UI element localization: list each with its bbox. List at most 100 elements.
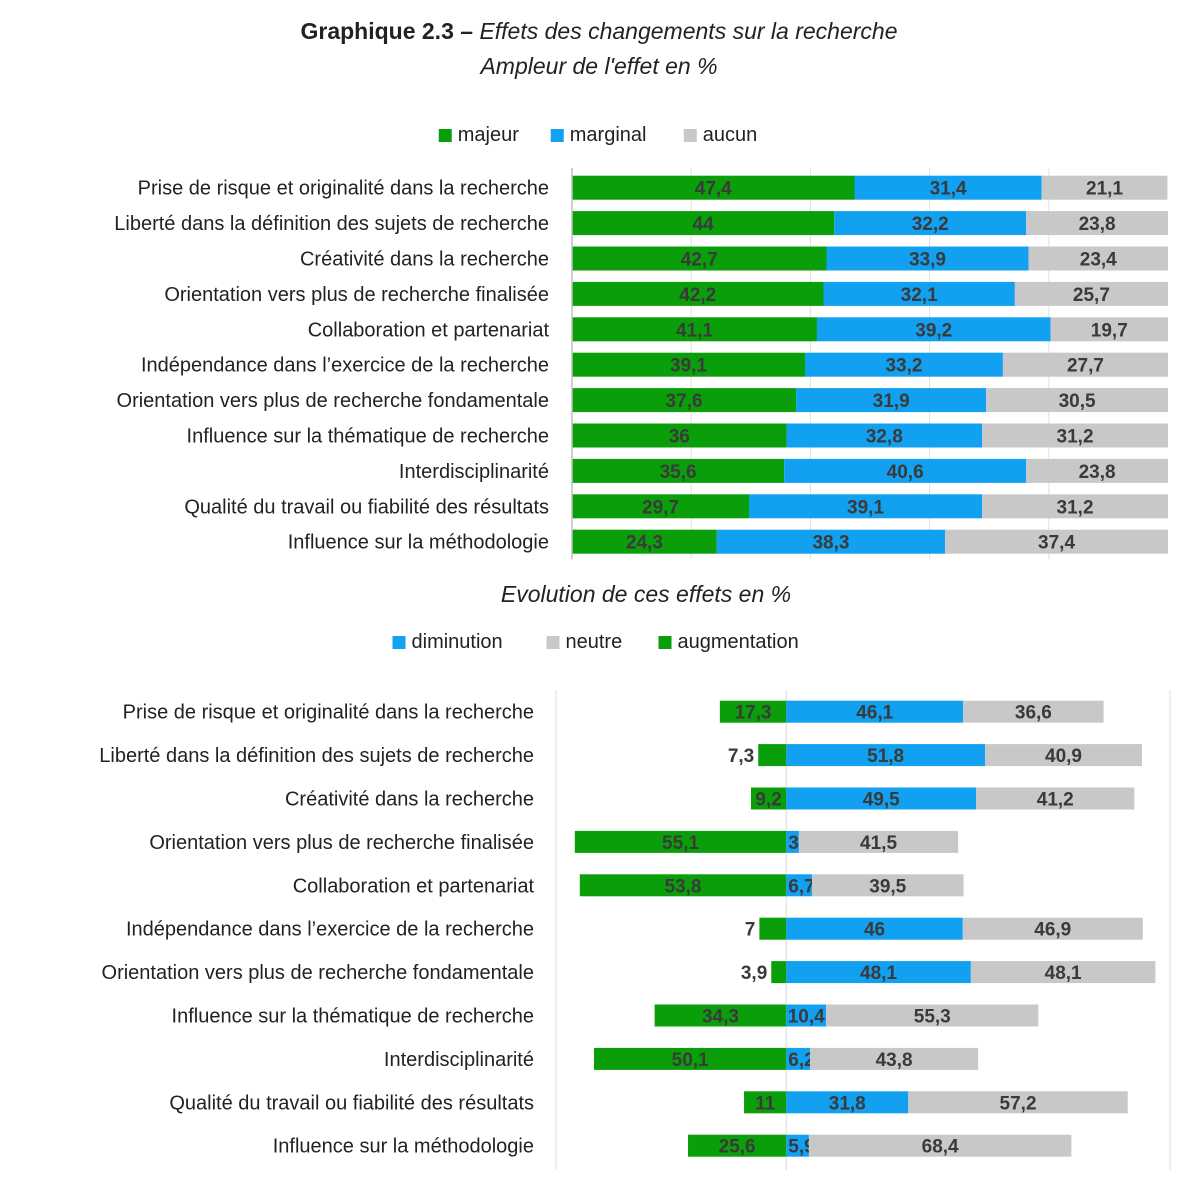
data-label-marginal: 38,3 — [812, 533, 849, 554]
bar-augmentation — [786, 1091, 909, 1114]
data-label-majeur: 44 — [693, 214, 715, 235]
data-label-neutre: 43,8 — [876, 1050, 913, 1071]
data-label-neutre: 41,2 — [1037, 790, 1074, 811]
data-label-augmentation: 6,7 — [788, 876, 814, 897]
bar-marginal — [796, 388, 987, 413]
bar-majeur — [572, 494, 750, 519]
data-label-aucun: 23,8 — [1079, 214, 1116, 235]
bar-aucun — [1026, 458, 1168, 483]
category-label: Créativité dans la recherche — [300, 249, 549, 271]
legend-label-diminution: diminution — [412, 631, 503, 653]
category-label: Influence sur la méthodologie — [288, 532, 549, 554]
bar-aucun — [982, 423, 1168, 448]
bar-augmentation — [786, 1047, 811, 1070]
data-label-marginal: 32,1 — [901, 285, 938, 306]
data-label-diminution: 11 — [755, 1093, 776, 1114]
bar-diminution — [654, 1004, 787, 1027]
data-label-aucun: 23,4 — [1080, 250, 1117, 271]
bar-neutre — [985, 744, 1142, 767]
data-label-augmentation: 5,9 — [788, 1137, 814, 1158]
bar-neutre — [811, 874, 964, 897]
bar-augmentation — [786, 917, 963, 940]
category-label: Créativité dans la recherche — [285, 789, 534, 811]
bar-majeur — [572, 529, 717, 554]
data-label-augmentation: 10,4 — [788, 1007, 825, 1028]
bar-majeur — [572, 423, 787, 448]
data-label-marginal: 31,4 — [930, 179, 967, 200]
data-label-marginal: 33,2 — [885, 356, 922, 377]
category-label: Qualité du travail ou fiabilité des résu… — [169, 1092, 534, 1114]
data-label-diminution: 55,1 — [662, 833, 699, 854]
bar-aucun — [982, 494, 1168, 519]
legend-label-aucun: aucun — [703, 124, 758, 146]
data-label-majeur: 37,6 — [666, 391, 703, 412]
bar-diminution — [759, 917, 787, 940]
category-label: Qualité du travail ou fiabilité des résu… — [184, 496, 549, 518]
category-label: Liberté dans la définition des sujets de… — [114, 213, 549, 235]
chart-title-italic: Effets des changements sur la recherche — [479, 18, 898, 44]
data-label-majeur: 42,2 — [679, 285, 716, 306]
chart-title-dash: – — [453, 18, 480, 44]
bar-neutre — [826, 1004, 1039, 1027]
bar-diminution — [574, 830, 787, 853]
bar-diminution — [579, 874, 787, 897]
legend-label-neutre: neutre — [566, 631, 623, 653]
data-label-augmentation: 46,1 — [856, 703, 893, 724]
category-label: Orientation vers plus de recherche final… — [149, 832, 534, 854]
data-label-neutre: 55,3 — [914, 1007, 951, 1028]
bar-augmentation — [786, 961, 971, 984]
bar-diminution — [758, 744, 787, 767]
bar-augmentation — [786, 1004, 827, 1027]
bar-neutre — [908, 1091, 1128, 1114]
data-label-diminution: 25,6 — [719, 1137, 756, 1158]
category-label: Prise de risque et originalité dans la r… — [123, 702, 534, 724]
bar-marginal — [854, 175, 1042, 200]
data-label-aucun: 21,1 — [1086, 179, 1123, 200]
bar-diminution — [750, 787, 787, 810]
data-label-aucun: 30,5 — [1059, 391, 1096, 412]
data-label-neutre: 41,5 — [860, 833, 897, 854]
data-label-aucun: 37,4 — [1038, 533, 1075, 554]
bar-neutre — [970, 961, 1156, 984]
data-label-majeur: 47,4 — [695, 179, 732, 200]
legend-label-marginal: marginal — [570, 124, 647, 146]
legend-swatch-diminution — [392, 636, 406, 649]
bar-marginal — [826, 246, 1029, 271]
data-label-majeur: 29,7 — [642, 497, 679, 518]
bar-augmentation — [786, 874, 812, 897]
bar-majeur — [572, 458, 785, 483]
data-label-augmentation: 31,8 — [829, 1093, 866, 1114]
data-label-diminution: 34,3 — [702, 1007, 739, 1028]
data-label-neutre: 40,9 — [1045, 746, 1082, 767]
bar-majeur — [572, 175, 855, 200]
bar-aucun — [1041, 175, 1168, 200]
bar-aucun — [1026, 211, 1168, 236]
data-label-majeur: 36 — [669, 427, 690, 448]
data-label-neutre: 68,4 — [922, 1137, 959, 1158]
data-label-diminution: 53,8 — [665, 876, 702, 897]
bar-neutre — [798, 830, 959, 853]
data-label-majeur: 41,1 — [676, 320, 713, 341]
category-label: Influence sur la thématique de recherche — [172, 1006, 534, 1028]
bar-majeur — [572, 246, 827, 271]
bar-majeur — [572, 388, 797, 413]
bar-aucun — [945, 529, 1168, 554]
bar-marginal — [816, 317, 1051, 342]
data-label-diminution: 17,3 — [735, 703, 772, 724]
bar-augmentation — [786, 787, 977, 810]
data-label-majeur: 35,6 — [660, 462, 697, 483]
data-label-neutre: 36,6 — [1015, 703, 1052, 724]
bar-neutre — [808, 1134, 1072, 1157]
bar-augmentation — [786, 830, 799, 853]
bar-marginal — [823, 281, 1015, 306]
data-label-aucun: 27,7 — [1067, 356, 1104, 377]
data-label-marginal: 32,8 — [866, 427, 903, 448]
data-label-augmentation: 48,1 — [860, 963, 897, 984]
data-label-augmentation: 46 — [864, 920, 885, 941]
data-label-aucun: 23,8 — [1079, 462, 1116, 483]
bar-aucun — [1028, 246, 1168, 271]
legend-label-augmentation: augmentation — [678, 631, 799, 653]
bar-augmentation — [786, 744, 986, 767]
legend-label-majeur: majeur — [458, 124, 519, 146]
chart-title-bold: Graphique 2.3 — [300, 18, 454, 44]
